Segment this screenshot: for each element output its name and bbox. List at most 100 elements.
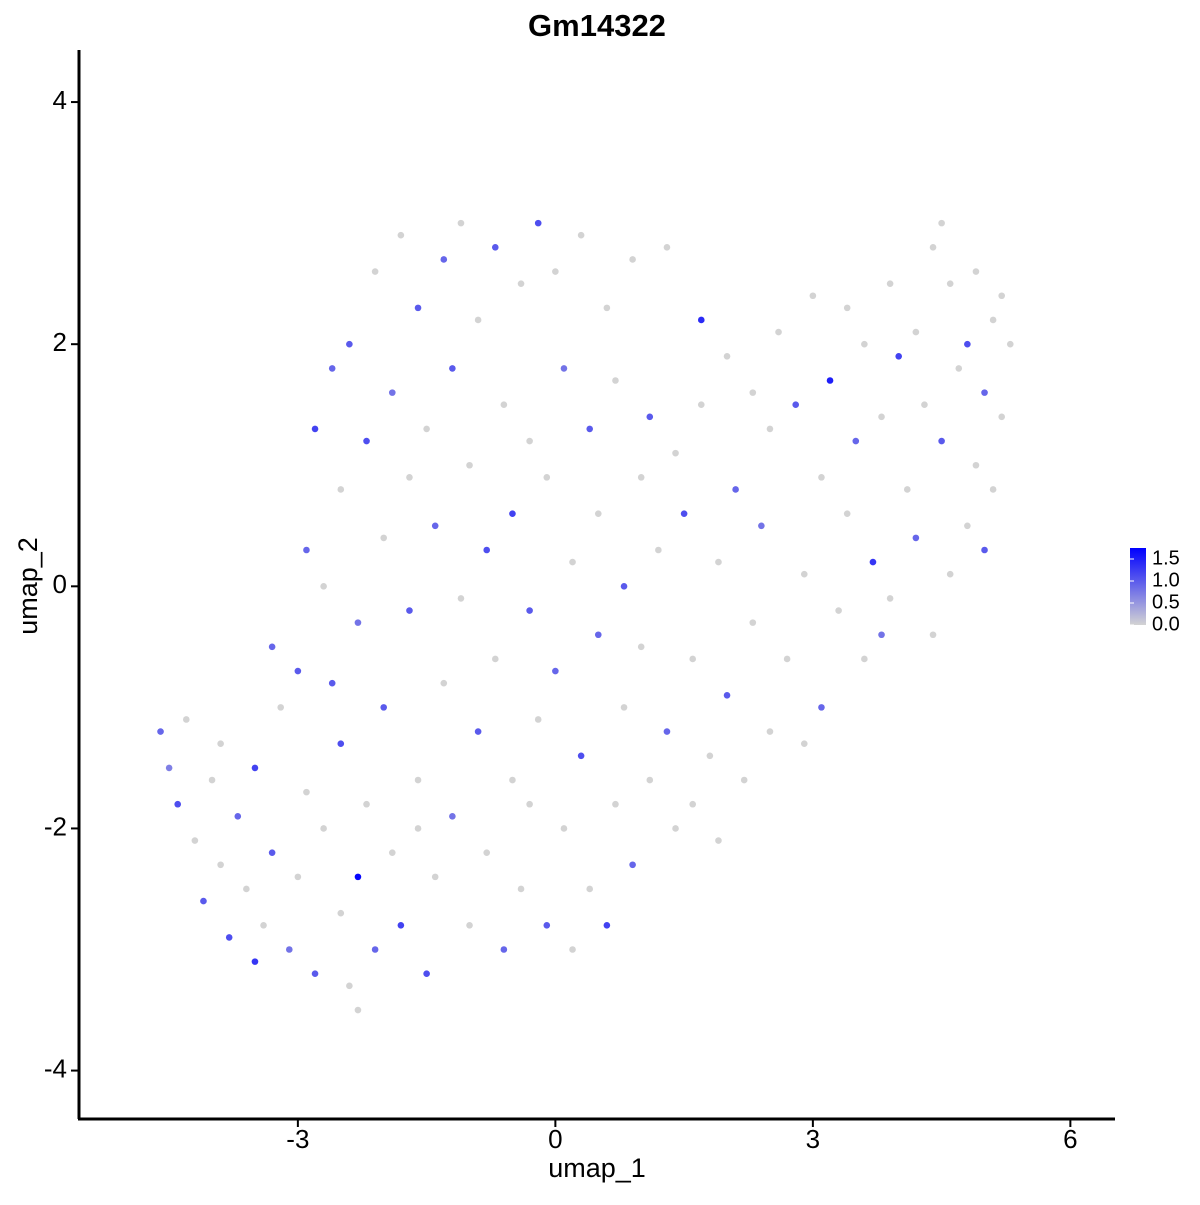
point bbox=[800, 570, 808, 578]
point bbox=[740, 776, 748, 784]
point bbox=[912, 328, 920, 336]
point bbox=[380, 534, 388, 542]
x-tick-label: 3 bbox=[806, 1124, 820, 1154]
point bbox=[466, 461, 473, 469]
point bbox=[449, 813, 456, 820]
point bbox=[706, 752, 714, 760]
point bbox=[586, 425, 594, 433]
point bbox=[303, 546, 310, 554]
point bbox=[423, 425, 430, 433]
point bbox=[792, 401, 800, 409]
point bbox=[989, 486, 997, 493]
point bbox=[818, 474, 825, 481]
point bbox=[886, 280, 894, 287]
point bbox=[543, 474, 551, 481]
point bbox=[397, 921, 405, 929]
y-tick-label: 4 bbox=[53, 85, 67, 115]
point bbox=[646, 776, 654, 784]
colorbar-tick-label: 0.0 bbox=[1152, 613, 1180, 635]
point bbox=[629, 861, 636, 869]
colorbar bbox=[1130, 548, 1146, 625]
point bbox=[534, 219, 542, 227]
point bbox=[354, 873, 362, 881]
point bbox=[414, 776, 422, 784]
point bbox=[552, 667, 559, 675]
point bbox=[225, 934, 233, 941]
point bbox=[449, 365, 456, 372]
point bbox=[826, 377, 834, 384]
point bbox=[886, 595, 894, 602]
point bbox=[346, 982, 353, 990]
point bbox=[981, 546, 988, 554]
point bbox=[534, 716, 542, 723]
point bbox=[277, 704, 285, 711]
point bbox=[174, 800, 182, 808]
point bbox=[603, 304, 611, 312]
point bbox=[560, 825, 568, 832]
point bbox=[388, 849, 396, 856]
point bbox=[723, 691, 731, 699]
point bbox=[689, 655, 697, 663]
point bbox=[474, 316, 482, 324]
point bbox=[337, 486, 345, 493]
point bbox=[346, 340, 353, 348]
point bbox=[946, 280, 954, 287]
point bbox=[998, 292, 1006, 300]
point bbox=[732, 486, 739, 493]
point bbox=[509, 510, 516, 517]
point bbox=[921, 401, 928, 409]
point bbox=[337, 909, 345, 917]
point bbox=[586, 885, 594, 893]
point bbox=[457, 595, 465, 602]
point bbox=[620, 704, 628, 711]
point bbox=[294, 667, 302, 675]
point bbox=[938, 219, 945, 227]
point bbox=[440, 256, 448, 263]
point bbox=[182, 716, 190, 723]
point bbox=[972, 461, 980, 469]
point bbox=[929, 631, 937, 639]
point bbox=[655, 546, 662, 554]
point bbox=[483, 849, 491, 856]
point bbox=[637, 474, 645, 481]
point bbox=[517, 280, 525, 287]
point bbox=[766, 425, 774, 433]
colorbar-tick-label: 1.5 bbox=[1152, 547, 1180, 569]
y-tick-label: -4 bbox=[44, 1053, 67, 1083]
point bbox=[878, 413, 885, 421]
point bbox=[268, 643, 276, 651]
point bbox=[509, 776, 516, 784]
point bbox=[697, 401, 705, 409]
point bbox=[800, 740, 808, 747]
point bbox=[431, 522, 439, 530]
point bbox=[903, 486, 911, 493]
point bbox=[715, 558, 722, 566]
point bbox=[474, 728, 482, 735]
point bbox=[964, 522, 971, 530]
point bbox=[955, 365, 963, 372]
point bbox=[200, 897, 207, 905]
point bbox=[672, 449, 679, 457]
point bbox=[843, 304, 851, 312]
point bbox=[406, 474, 413, 481]
point bbox=[440, 679, 448, 687]
point bbox=[311, 970, 319, 978]
x-tick-label: 6 bbox=[1063, 1124, 1077, 1154]
point bbox=[243, 885, 250, 893]
point bbox=[715, 837, 722, 844]
point bbox=[457, 219, 465, 227]
point bbox=[543, 921, 551, 929]
point bbox=[303, 788, 310, 796]
point bbox=[938, 437, 945, 445]
point bbox=[526, 607, 533, 614]
point bbox=[320, 825, 327, 832]
point bbox=[783, 655, 791, 663]
point bbox=[371, 268, 379, 275]
point bbox=[191, 837, 199, 844]
point bbox=[689, 800, 697, 808]
point bbox=[560, 365, 568, 372]
point bbox=[843, 510, 851, 517]
point bbox=[552, 268, 559, 275]
y-tick-label: -2 bbox=[44, 811, 67, 841]
colorbar-tick-label: 1.0 bbox=[1152, 569, 1180, 591]
